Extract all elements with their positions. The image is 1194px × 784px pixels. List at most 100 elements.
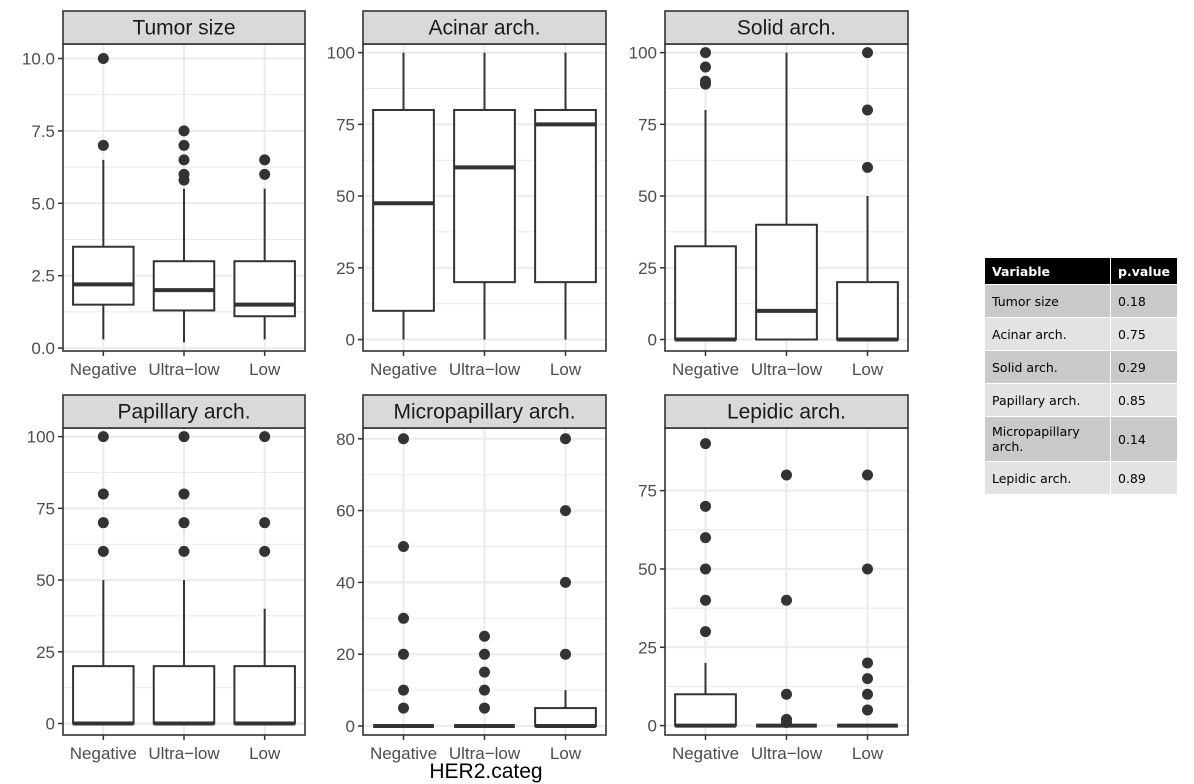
facet-title: Tumor size [132, 17, 235, 40]
x-tick-label: Ultra−low [148, 744, 220, 763]
y-tick-label: 100 [27, 428, 55, 447]
outlier-point [259, 545, 271, 557]
table-cell-pvalue: 0.75 [1110, 317, 1178, 351]
outlier-point [398, 540, 409, 552]
y-tick-label: 40 [336, 573, 355, 592]
box-iqr [233, 260, 296, 318]
table-header-variable: Variable [984, 257, 1111, 285]
box-group [454, 630, 515, 729]
box-group [674, 438, 737, 728]
outlier-point [398, 433, 409, 445]
y-tick-label: 75 [336, 115, 355, 134]
y-tick-label: 75 [638, 482, 657, 501]
outlier-point [781, 594, 792, 606]
outlier-point [700, 563, 711, 575]
outlier-point [259, 154, 271, 166]
box-group [534, 52, 597, 340]
facet-title: Micropapillary arch. [393, 401, 575, 424]
y-tick-label: 0 [648, 717, 657, 736]
y-tick-label: 0 [648, 331, 657, 350]
outlier-point [862, 47, 873, 59]
y-tick-label: 50 [638, 560, 657, 579]
facet-title: Acinar arch. [428, 17, 540, 40]
y-tick-label: 25 [36, 643, 55, 662]
outlier-point [700, 75, 711, 87]
box-iqr [372, 108, 435, 312]
y-tick-label: 100 [629, 44, 657, 63]
x-tick-label: Low [852, 744, 884, 763]
table-header-pvalue: p.value [1110, 257, 1178, 285]
box-group [152, 125, 216, 343]
table-row: Micropapillary arch. 0.14 [984, 416, 1178, 462]
box-group [534, 433, 597, 729]
outlier-point [560, 505, 571, 517]
outlier-point [259, 517, 271, 529]
y-tick-label: 50 [336, 187, 355, 206]
outlier-point [781, 713, 792, 725]
table-cell-variable: Tumor size [984, 284, 1111, 318]
table-row: Lepidic arch. 0.89 [984, 461, 1178, 495]
outlier-point [479, 666, 490, 678]
outlier-point [398, 612, 409, 624]
facet-title: Solid arch. [737, 17, 836, 40]
x-tick-label: Low [550, 744, 582, 763]
facet-title: Papillary arch. [117, 401, 250, 424]
box-iqr [152, 260, 216, 312]
outlier-point [178, 139, 190, 151]
facet-strip [62, 10, 306, 45]
outlier-point [97, 517, 109, 529]
outlier-point [862, 688, 873, 700]
outlier-point [781, 688, 792, 700]
outlier-point [560, 433, 571, 445]
outlier-point [97, 488, 109, 500]
table-cell-variable: Lepidic arch. [984, 461, 1111, 495]
box-group [152, 431, 216, 726]
facet-strip [362, 10, 607, 45]
facet-panel: Lepidic arch. 0 25 50 75 Negative Ultra−low Low [638, 394, 909, 763]
y-tick-label: 2.5 [31, 267, 55, 286]
outlier-point [479, 648, 490, 660]
outlier-point [700, 47, 711, 59]
y-tick-label: 7.5 [31, 122, 55, 141]
x-tick-label: Negative [672, 360, 739, 379]
box-group [837, 469, 898, 728]
x-tick-label: Negative [70, 360, 137, 379]
table-cell-pvalue: 0.18 [1110, 284, 1178, 318]
outlier-point [862, 673, 873, 685]
facet-panel: Tumor size 0.0 2.5 5.0 7.5 10.0 Negative Ultra−… [22, 10, 306, 379]
outlier-point [781, 469, 792, 481]
outlier-point [862, 657, 873, 669]
outlier-point [97, 52, 109, 64]
y-tick-label: 100 [327, 44, 355, 63]
box-group [373, 433, 434, 729]
outlier-point [862, 563, 873, 575]
box-group [233, 154, 296, 340]
y-tick-label: 75 [638, 115, 657, 134]
y-tick-label: 25 [638, 259, 657, 278]
x-tick-label: Ultra−low [751, 744, 823, 763]
outlier-point [560, 576, 571, 588]
outlier-point [178, 168, 190, 180]
outlier-point [700, 500, 711, 512]
table-cell-variable: Micropapillary arch. [984, 416, 1111, 462]
outlier-point [178, 545, 190, 557]
faceted-boxplot-figure: Tumor size 0.0 2.5 5.0 7.5 10.0 Negative Ultra−… [22, 10, 909, 783]
outlier-point [398, 648, 409, 660]
x-tick-label: Low [249, 744, 281, 763]
outlier-point [700, 594, 711, 606]
outlier-point [178, 488, 190, 500]
y-tick-label: 0 [346, 331, 355, 350]
outlier-point [479, 684, 490, 696]
box-iqr [453, 108, 516, 284]
outlier-point [560, 648, 571, 660]
outlier-point [178, 125, 190, 137]
x-axis-title: HER2.categ [429, 760, 542, 783]
facet-strip [362, 394, 607, 429]
box-group [674, 47, 737, 342]
y-tick-label: 5.0 [31, 194, 55, 213]
table-row: Papillary arch. 0.85 [984, 383, 1178, 417]
box-group [453, 52, 516, 340]
facet-panel: Solid arch. 0 25 50 75 100 Negative Ultra−low Lo… [629, 10, 909, 379]
table-cell-variable: Solid arch. [984, 350, 1111, 384]
y-tick-label: 80 [336, 430, 355, 449]
